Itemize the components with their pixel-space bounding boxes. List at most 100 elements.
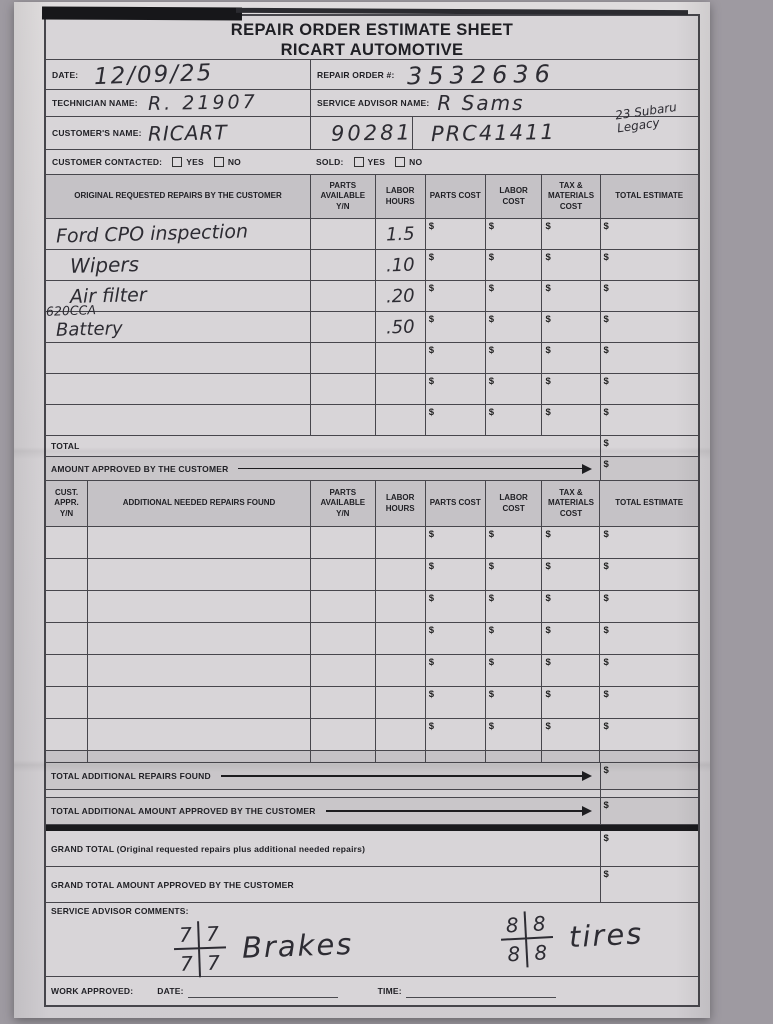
- contact-sold-row: CUSTOMER CONTACTED: YES NO SOLD: YES NO: [46, 150, 698, 175]
- total-row: TOTAL $: [46, 436, 698, 457]
- parts-available-cell: [310, 281, 375, 311]
- table-row: $ $ $ $: [46, 687, 698, 719]
- parts-available-cell: [310, 312, 375, 342]
- labor-hours-value: .50: [385, 316, 415, 338]
- dollar-sign: $: [603, 283, 609, 294]
- repair-order-handwritten-value: 3532636: [406, 59, 556, 90]
- labor-cost-cell: $: [484, 219, 542, 249]
- col-parts-cost: PARTS COST: [424, 175, 485, 218]
- dollar-sign: $: [603, 221, 609, 232]
- parts-available-cell: [310, 655, 375, 686]
- dollar-sign: $: [488, 657, 495, 668]
- right-arrow: [238, 463, 592, 474]
- repair-description-cell: Ford CPO inspection: [46, 219, 310, 249]
- parts-cost-cell: $: [424, 591, 485, 622]
- brakes-measurement: 7 7 7 7 Brakes: [173, 916, 354, 979]
- table-row: $ $ $ $: [46, 405, 698, 436]
- dollar-sign: $: [488, 314, 495, 325]
- cust-appr-cell: [46, 655, 87, 686]
- grand-total-row: GRAND TOTAL (Original requested repairs …: [46, 831, 698, 867]
- tires-rear-right: 8: [533, 940, 548, 965]
- right-arrow: [325, 806, 592, 816]
- top-edge-mark: [41, 6, 243, 21]
- shaded-strip: [46, 751, 698, 763]
- customer-contacted-label: CUSTOMER CONTACTED:: [52, 157, 163, 167]
- labor-cost-cell: $: [484, 623, 542, 654]
- date-row: DATE: 12/09/25 REPAIR ORDER #: 3532636: [46, 59, 698, 90]
- dollar-sign: $: [488, 721, 495, 732]
- table-row: 620CCA Battery .50 $ $ $ $: [46, 302, 698, 343]
- labor-hours-cell: [374, 343, 425, 373]
- paper-sheet: REPAIR ORDER ESTIMATE SHEET RICART AUTOM…: [14, 2, 710, 1018]
- dollar-sign: $: [545, 593, 551, 604]
- dollar-sign: $: [603, 529, 609, 540]
- labor-cost-cell: $: [484, 591, 542, 622]
- cust-appr-cell: [46, 687, 87, 718]
- labor-hours-cell: [374, 405, 425, 435]
- dollar-sign: $: [545, 345, 551, 356]
- amount-approved-row: AMOUNT APPROVED BY THE CUSTOMER $: [46, 457, 698, 481]
- dollar-sign: $: [428, 593, 435, 604]
- customer-name-label: CUSTOMER'S NAME:: [52, 128, 142, 138]
- tax-materials-cell: $: [541, 374, 599, 404]
- dollar-sign: $: [488, 283, 495, 294]
- dollar-sign: $: [488, 407, 495, 418]
- dollar-sign: $: [488, 689, 495, 700]
- table-row: $ $ $ $: [46, 559, 698, 591]
- date-handwritten-value: 12/09/25: [93, 59, 215, 90]
- contacted-no-checkbox: [213, 157, 224, 167]
- repair-description-cell: [46, 405, 310, 435]
- tag-number-handwritten: PRC41411: [431, 119, 557, 147]
- dollar-sign: $: [488, 561, 495, 572]
- repair-description: Battery: [55, 318, 123, 341]
- total-additional-approved-row: TOTAL ADDITIONAL AMOUNT APPROVED BY THE …: [46, 798, 698, 825]
- tax-materials-cell: $: [541, 719, 599, 750]
- total-estimate-cell: $: [599, 405, 698, 435]
- dollar-sign: $: [603, 345, 609, 356]
- contacted-no-label: NO: [227, 157, 241, 167]
- dollar-sign: $: [545, 561, 551, 572]
- labor-cost-cell: $: [484, 405, 542, 435]
- tax-materials-cell: $: [541, 655, 599, 686]
- amount-approved-cell: $: [599, 457, 698, 480]
- service-advisor-handwritten-value: R Sams: [437, 91, 525, 115]
- dollar-sign: $: [545, 689, 551, 700]
- parts-available-cell: [310, 219, 375, 249]
- parts-cost-cell: $: [424, 623, 485, 654]
- technician-row: TECHNICIAN NAME: R. 21907 SERVICE ADVISO…: [46, 90, 698, 117]
- table-row: Air filter .20 $ $ $ $: [46, 281, 698, 312]
- col-total-estimate: TOTAL ESTIMATE: [599, 175, 698, 218]
- right-arrow: [220, 771, 592, 781]
- labor-cost-cell: $: [484, 559, 542, 590]
- col-original-repairs: ORIGINAL REQUESTED REPAIRS BY THE CUSTOM…: [46, 175, 311, 218]
- gap-row: [46, 790, 698, 798]
- grand-total-approved-row: GRAND TOTAL AMOUNT APPROVED BY THE CUSTO…: [46, 867, 698, 903]
- technician-label: TECHNICIAN NAME:: [52, 98, 138, 108]
- technician-handwritten-value: R. 21907: [147, 91, 258, 115]
- dollar-sign: $: [488, 376, 495, 387]
- additional-repair-cell: [87, 559, 310, 590]
- additional-repair-cell: [87, 623, 310, 654]
- parts-cost-cell: $: [424, 343, 485, 373]
- table-row: $ $ $ $: [46, 343, 698, 374]
- parts-available-cell: [310, 559, 375, 590]
- dollar-sign: $: [428, 252, 435, 263]
- dollar-sign: $: [428, 625, 435, 636]
- stock-number-handwritten: 90281: [330, 120, 414, 146]
- dollar-sign: $: [488, 529, 495, 540]
- dollar-sign: $: [428, 529, 435, 540]
- total-estimate-cell: $: [599, 527, 697, 558]
- dollar-sign: $: [603, 561, 609, 572]
- col-tax-materials: TAX & MATERIALS COST: [541, 481, 600, 526]
- labor-hours-cell: 1.5: [374, 219, 425, 249]
- tax-materials-cell: $: [541, 250, 599, 280]
- tires-measurement: 8 8 8 8 tires: [499, 905, 645, 969]
- labor-hours-cell: [374, 374, 425, 404]
- col-labor-cost: LABOR COST: [484, 175, 542, 218]
- brakes-tread-grid: 7 7 7 7: [173, 920, 227, 979]
- dollar-sign: $: [603, 314, 609, 325]
- total-estimate-cell: $: [599, 281, 698, 311]
- dollar-sign: $: [428, 689, 435, 700]
- col-labor-hours: LABOR HOURS: [374, 481, 425, 526]
- col-tax-materials: TAX & MATERIALS COST: [541, 175, 600, 218]
